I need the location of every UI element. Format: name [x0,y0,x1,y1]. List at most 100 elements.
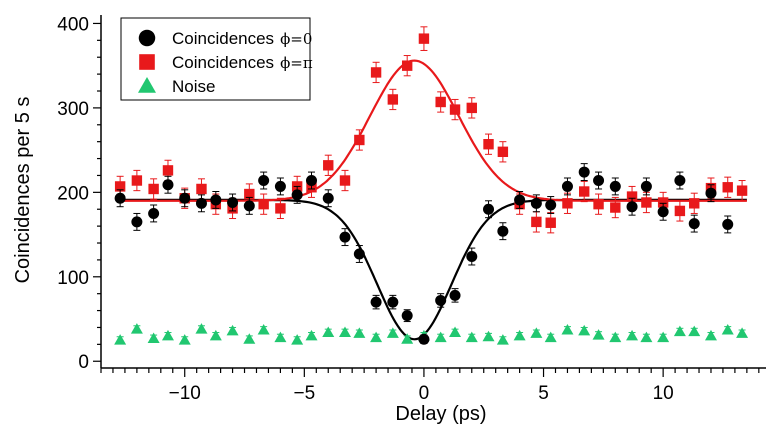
legend-marker [138,29,156,47]
data-point [545,212,556,234]
marker [386,327,399,338]
data-point [257,323,270,335]
marker [626,191,638,202]
legend-label-phase: ϕ=0 [280,30,312,48]
marker [274,331,287,343]
marker [196,183,207,195]
legend: Coincidences ϕ=0 Coincidences ϕ=π Noise [120,17,313,101]
series-circle [114,163,734,345]
marker [626,329,639,341]
data-point [449,98,461,121]
marker [578,324,591,336]
marker [322,192,334,204]
marker [640,331,653,343]
marker [705,187,717,199]
series-square [114,26,748,234]
data-point [227,193,239,212]
marker [449,104,461,115]
marker [434,331,447,343]
y-ticks: 0 100 200 300 400 [57,14,101,373]
marker [483,139,494,150]
data-point [736,327,749,338]
data-point [131,169,143,192]
marker [353,327,366,338]
marker [610,202,621,213]
marker [370,67,382,78]
data-point [339,169,351,192]
data-point [243,196,255,215]
data-point [626,329,639,341]
data-point [641,191,652,214]
data-point [640,177,652,196]
x-ticks: −10 −5 0 5 10 [100,368,760,404]
data-point [449,288,461,303]
marker [593,198,604,210]
marker [688,325,701,337]
marker [370,331,383,343]
data-point [657,202,669,221]
marker [466,251,478,263]
marker [722,218,734,230]
marker [641,197,652,208]
data-point [291,185,303,204]
marker [465,331,478,343]
marker [704,329,717,341]
data-point [162,175,174,194]
marker [435,96,446,108]
data-point [306,171,318,190]
legend-entry: Noise [138,77,215,96]
y-tick-label: 0 [78,352,89,373]
data-point [705,184,717,203]
data-point [353,327,366,338]
marker [339,175,351,186]
data-point [593,171,605,190]
marker [243,333,256,344]
data-point [722,176,733,198]
marker [545,199,557,211]
marker [354,134,365,146]
data-point [258,193,269,215]
marker [736,327,749,338]
marker [291,334,304,345]
data-point [401,333,414,344]
data-point [339,228,351,247]
data-point [435,293,447,308]
marker [195,323,208,334]
fit-curve [120,198,747,341]
data-point [434,331,447,343]
data-point [179,189,191,208]
marker [323,160,334,171]
data-point [305,329,318,341]
x-tick-label: 10 [653,383,674,404]
marker [673,325,686,337]
data-point [579,180,590,203]
data-point [418,26,430,51]
y-tick-label: 300 [57,99,89,120]
marker [227,196,239,208]
data-point [465,331,478,343]
marker [674,175,686,187]
data-point [274,177,286,196]
marker [274,180,286,192]
data-point [354,129,365,151]
data-point [322,189,334,208]
data-point [147,332,160,343]
data-point [449,326,462,338]
data-point [483,133,494,155]
marker [497,146,509,158]
data-point [226,324,239,336]
data-point [291,334,304,345]
marker [418,33,430,44]
data-point [689,192,700,214]
marker [657,206,669,218]
marker [530,327,543,338]
data-point [401,309,413,323]
x-axis-label: Delay (ps) [395,403,486,425]
marker [401,310,413,322]
marker [130,323,143,334]
marker [561,323,574,335]
data-point [673,325,686,337]
data-point [195,194,207,213]
data-point [161,329,174,341]
